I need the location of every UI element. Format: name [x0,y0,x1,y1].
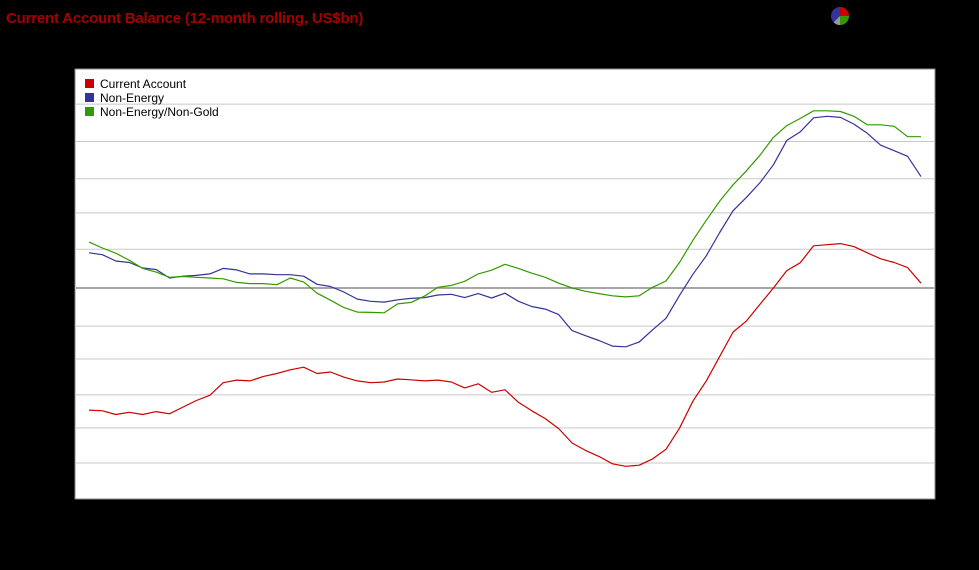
series-line-non-energy [88,115,922,348]
pie-chart-icon[interactable] [829,5,851,27]
legend-swatch-non-energy [85,93,94,102]
legend-label-non-energy-non-gold: Non-Energy/Non-Gold [100,105,219,119]
legend-swatch-non-energy-non-gold [85,107,94,116]
series-line-current-account [88,243,922,467]
legend: Current Account Non-Energy Non-Energy/No… [85,77,219,119]
chart-title: Current Account Balance (12-month rollin… [6,10,364,27]
gridlines [76,103,934,464]
plot-area [74,68,936,500]
legend-swatch-current-account [85,79,94,88]
series-lines [88,110,922,467]
legend-label-current-account: Current Account [100,77,187,91]
legend-label-non-energy: Non-Energy [100,91,164,105]
series-line-non-energy-non-gold [88,110,921,314]
